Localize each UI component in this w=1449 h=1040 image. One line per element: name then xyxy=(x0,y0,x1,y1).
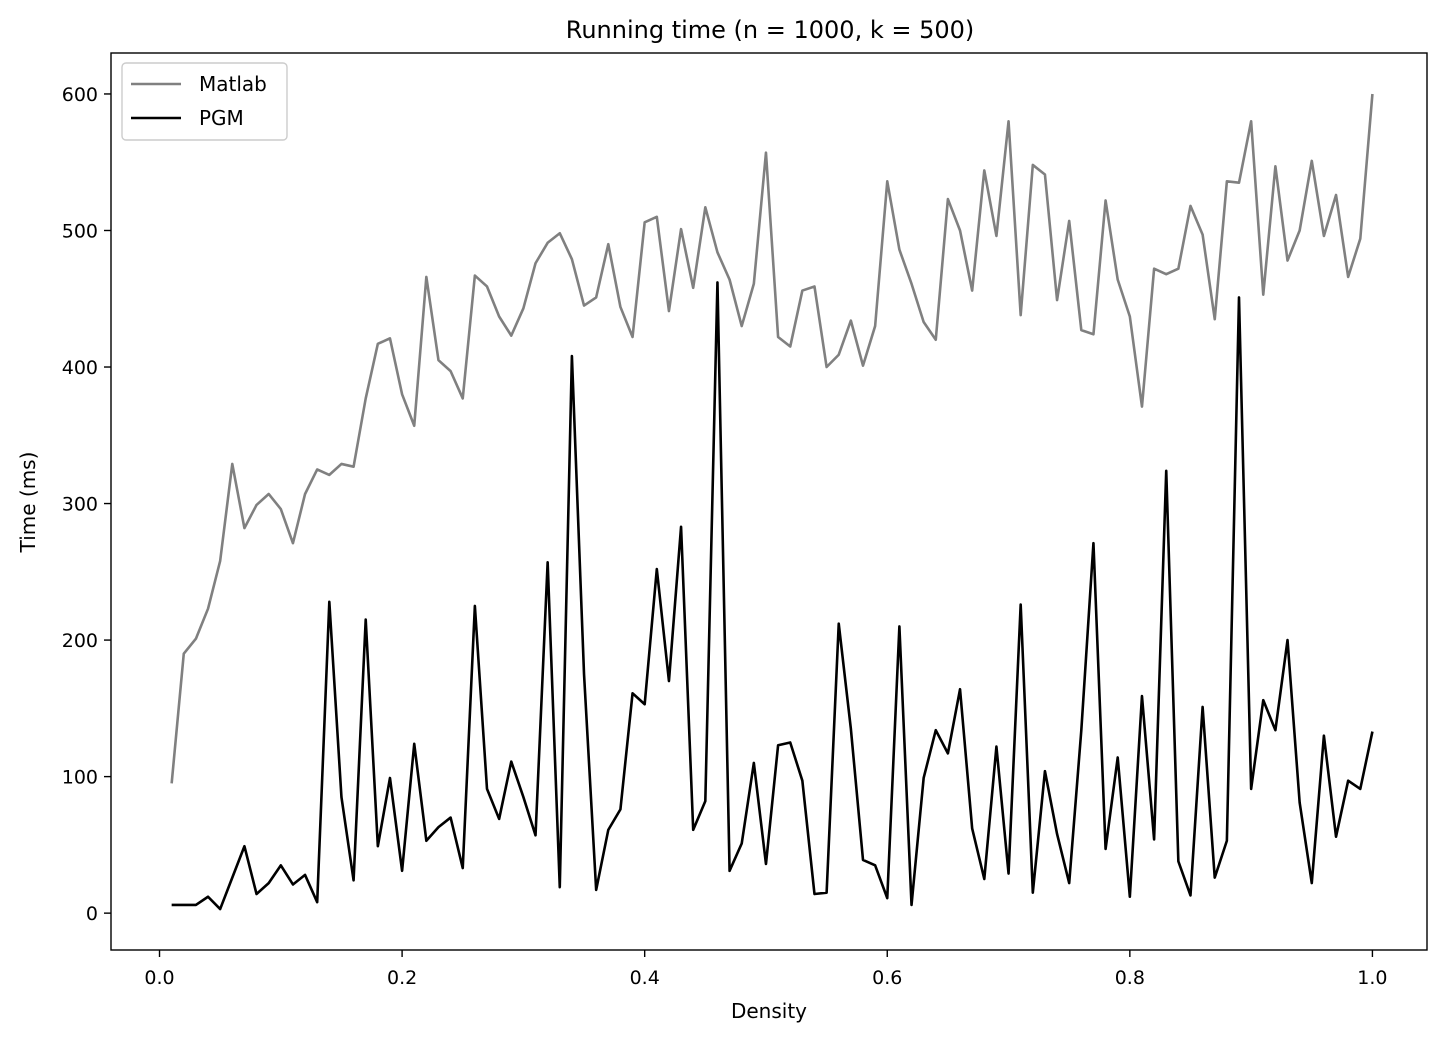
y-tick-label: 400 xyxy=(62,357,98,379)
x-tick-label: 0.4 xyxy=(630,967,660,989)
legend-box xyxy=(121,62,288,141)
y-tick-label: 500 xyxy=(62,220,98,242)
chart-title: Running time (n = 1000, k = 500) xyxy=(566,16,975,44)
x-tick-label: 0.8 xyxy=(1115,967,1145,989)
y-tick-label: 100 xyxy=(62,767,98,789)
plot-area-frame xyxy=(110,52,1428,951)
y-tick-label: 200 xyxy=(62,630,98,652)
series-lines xyxy=(170,93,1374,911)
x-tick-label: 0.2 xyxy=(387,967,417,989)
series-line-pgm xyxy=(171,281,1374,911)
x-tick-label: 0.6 xyxy=(872,967,902,989)
y-tick-label: 600 xyxy=(62,84,98,106)
legend-label-pgm: PGM xyxy=(199,106,244,130)
y-axis: 0 100 200 300 400 500 600 xyxy=(62,84,111,925)
x-axis: 0.0 0.2 0.4 0.6 0.8 1.0 xyxy=(144,950,1388,989)
y-tick-label: 0 xyxy=(86,903,98,925)
x-tick-label: 0.0 xyxy=(144,967,174,989)
y-tick-label: 300 xyxy=(62,494,98,516)
y-axis-label: Time (ms) xyxy=(16,452,40,554)
legend: Matlab PGM xyxy=(121,62,288,141)
series-line-matlab xyxy=(170,93,1374,784)
x-axis-label: Density xyxy=(731,999,807,1023)
legend-label-matlab: Matlab xyxy=(199,72,267,96)
x-tick-label: 1.0 xyxy=(1357,967,1387,989)
